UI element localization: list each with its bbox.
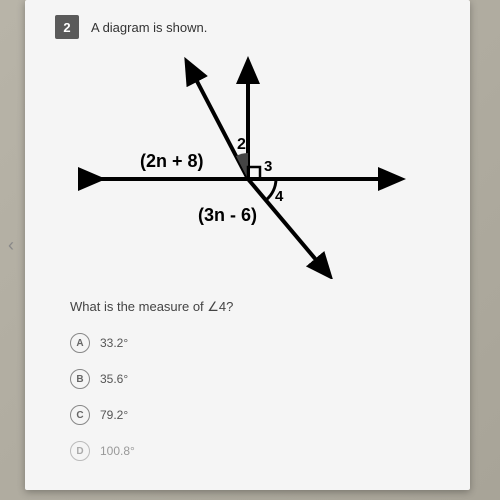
option-a[interactable]: A 33.2° bbox=[70, 333, 440, 353]
option-text: 33.2° bbox=[100, 336, 128, 350]
angle-2-label: 2 bbox=[237, 136, 246, 153]
angle-3-label: 3 bbox=[264, 158, 272, 175]
option-text: 79.2° bbox=[100, 408, 128, 422]
geometry-diagram: (2n + 8) (3n - 6) 2 3 4 bbox=[78, 49, 418, 279]
prev-chevron-icon[interactable]: ‹ bbox=[8, 235, 14, 256]
question-number-badge: 2 bbox=[55, 15, 79, 39]
option-letter: C bbox=[70, 405, 90, 425]
option-text: 100.8° bbox=[100, 444, 135, 458]
option-b[interactable]: B 35.6° bbox=[70, 369, 440, 389]
option-letter: B bbox=[70, 369, 90, 389]
option-letter: D bbox=[70, 441, 90, 461]
option-d[interactable]: D 100.8° bbox=[70, 441, 440, 461]
label-3n-minus-6: (3n - 6) bbox=[198, 205, 257, 225]
question-intro-text: A diagram is shown. bbox=[91, 20, 207, 35]
answer-options: A 33.2° B 35.6° C 79.2° D 100.8° bbox=[70, 333, 440, 461]
question-prompt: What is the measure of ∠4? bbox=[70, 299, 440, 315]
screen-area: 2 A diagram is shown. bbox=[25, 0, 470, 490]
question-header: 2 A diagram is shown. bbox=[55, 15, 440, 39]
option-c[interactable]: C 79.2° bbox=[70, 405, 440, 425]
angle-4-label: 4 bbox=[275, 188, 284, 205]
question-content: 2 A diagram is shown. bbox=[25, 0, 470, 490]
label-2n-plus-8: (2n + 8) bbox=[140, 151, 204, 171]
option-text: 35.6° bbox=[100, 372, 128, 386]
option-letter: A bbox=[70, 333, 90, 353]
